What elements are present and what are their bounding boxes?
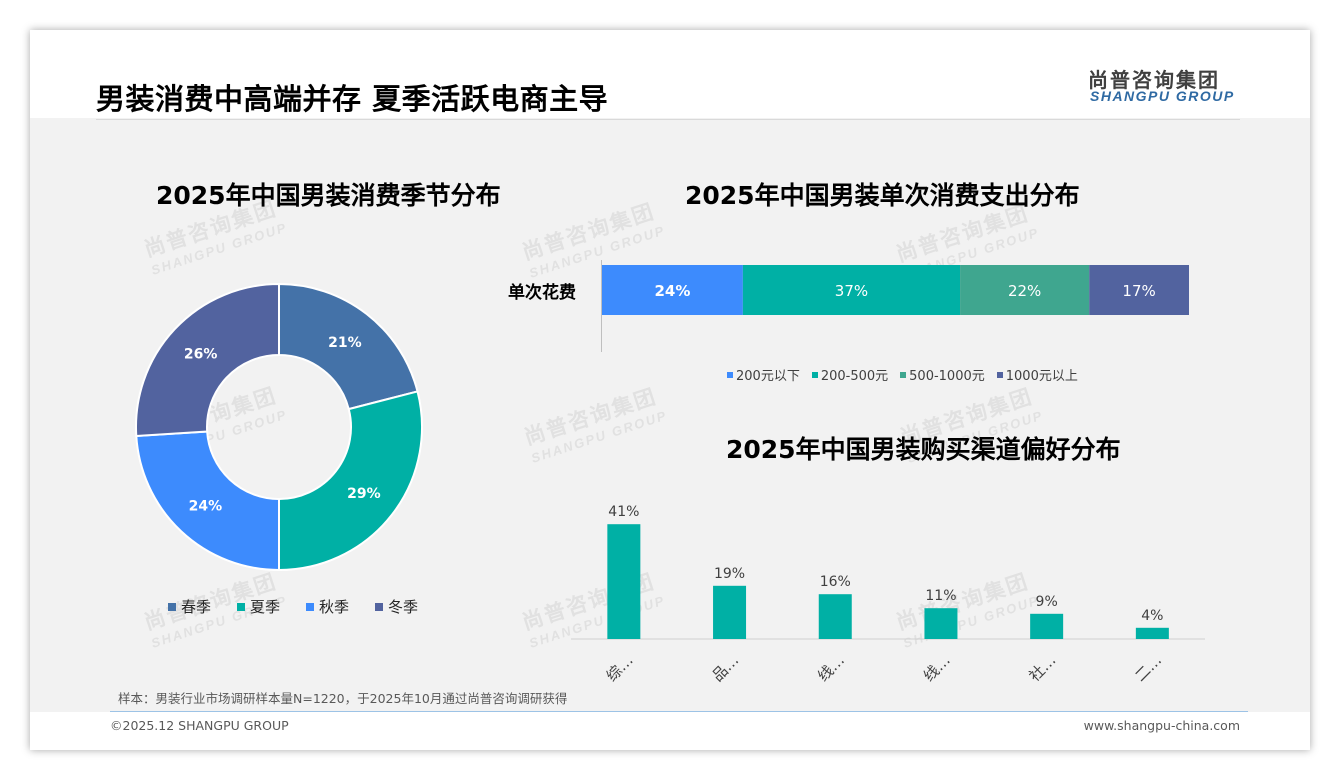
legend-swatch-autumn	[306, 602, 315, 611]
legend-item-under-200: 200元以下	[727, 365, 800, 384]
channel-category-label: 线…	[814, 651, 848, 685]
channel-category-label: 社…	[1026, 651, 1060, 685]
spending-legend: 200元以下 200-500元 500-1000元 1000元以上	[727, 365, 1090, 384]
stack-segment-under-200	[602, 265, 743, 315]
spending-stacked-bar-chart: 24% 37% 22% 17%	[602, 265, 1189, 315]
donut-label-spring: 21%	[328, 335, 362, 351]
legend-item-500-1000: 500-1000元	[900, 365, 985, 384]
spending-chart-title: 2025年中国男装单次消费支出分布	[685, 181, 1080, 210]
channel-category-label: 二…	[1131, 651, 1165, 685]
stack-label-under-200: 24%	[654, 282, 690, 300]
season-donut-chart: 21% 29% 24% 26%	[135, 282, 423, 572]
stack-segment-200-500	[742, 265, 961, 315]
channel-bar	[924, 608, 958, 639]
logo-english-name: SHANGPU GROUP	[1090, 88, 1235, 104]
channel-bar	[1030, 613, 1064, 639]
season-legend: 春季 夏季 秋季 冬季	[168, 596, 444, 617]
slide-title: 男装消费中高端并存 夏季活跃电商主导	[96, 82, 609, 116]
legend-label-200-500: 200-500元	[820, 369, 889, 384]
logo-chinese-name: 尚普咨询集团	[1088, 68, 1220, 92]
legend-label-summer: 夏季	[250, 598, 281, 616]
legend-label-autumn: 秋季	[319, 598, 350, 616]
stack-label-200-500: 37%	[835, 282, 868, 300]
legend-swatch-over-1000	[996, 371, 1003, 378]
stack-segment-over-1000	[1089, 265, 1189, 315]
legend-swatch-spring	[168, 602, 176, 611]
season-chart-title: 2025年中国男装消费季节分布	[156, 181, 501, 210]
channel-bar-chart: 41% 综… 19% 品… 16% 线… 11% 线… 9% 社… 4% 二…	[571, 504, 1205, 685]
legend-label-under-200: 200元以下	[736, 369, 800, 384]
donut-label-summer: 29%	[347, 486, 381, 502]
channel-value-label: 41%	[608, 504, 639, 520]
sample-note: 样本：男装行业市场调研样本量N=1220，于2025年10月通过尚普咨询调研获得	[118, 691, 568, 706]
stack-category-axis	[601, 260, 602, 352]
footer-band	[30, 712, 1310, 750]
legend-swatch-summer	[237, 602, 246, 611]
channel-bar	[607, 524, 641, 639]
donut-slice-autumn	[135, 430, 280, 572]
channel-category-label: 线…	[920, 651, 954, 685]
donut-slice-summer	[278, 390, 423, 572]
channel-value-label: 16%	[820, 574, 851, 590]
footer-divider	[110, 711, 1248, 712]
legend-item-over-1000: 1000元以上	[996, 365, 1078, 384]
legend-swatch-winter	[375, 602, 384, 611]
channel-value-label: 9%	[1036, 594, 1058, 610]
legend-item-summer: 夏季	[237, 596, 280, 617]
channel-bar	[1135, 627, 1169, 639]
legend-label-spring: 春季	[181, 598, 212, 616]
legend-label-500-1000: 500-1000元	[909, 369, 985, 384]
donut-slice-spring	[278, 282, 419, 411]
channel-category-label: 综…	[603, 651, 637, 685]
channel-bar	[713, 585, 747, 639]
legend-swatch-200-500	[811, 371, 818, 378]
title-divider	[96, 119, 1240, 120]
website-text: www.shangpu-china.com	[1083, 718, 1240, 733]
channel-value-label: 11%	[925, 588, 956, 604]
channel-category-label: 品…	[708, 651, 742, 685]
channel-value-label: 4%	[1141, 608, 1163, 624]
donut-label-autumn: 24%	[189, 498, 223, 514]
stack-category-label: 单次花费	[508, 283, 576, 303]
header-band	[30, 30, 1310, 118]
legend-item-200-500: 200-500元	[811, 365, 889, 384]
donut-label-winter: 26%	[184, 346, 218, 362]
channel-bar	[818, 594, 852, 639]
copyright-text: ©2025.12 SHANGPU GROUP	[110, 718, 289, 733]
channel-value-label: 19%	[714, 566, 745, 582]
legend-item-winter: 冬季	[375, 596, 418, 617]
channel-chart-title: 2025年中国男装购买渠道偏好分布	[726, 435, 1121, 464]
report-slide: 男装消费中高端并存 夏季活跃电商主导 尚普咨询集团 SHANGPU GROUP …	[30, 30, 1310, 750]
legend-label-over-1000: 1000元以上	[1005, 369, 1078, 384]
stack-segment-500-1000	[960, 265, 1090, 315]
stack-label-500-1000: 22%	[1008, 282, 1041, 300]
legend-item-spring: 春季	[168, 596, 211, 617]
legend-swatch-500-1000	[900, 371, 907, 378]
stack-label-over-1000: 17%	[1122, 282, 1155, 300]
legend-label-winter: 冬季	[388, 598, 419, 616]
legend-swatch-under-200	[727, 371, 733, 378]
donut-slice-winter	[135, 282, 280, 438]
legend-item-autumn: 秋季	[306, 596, 349, 617]
